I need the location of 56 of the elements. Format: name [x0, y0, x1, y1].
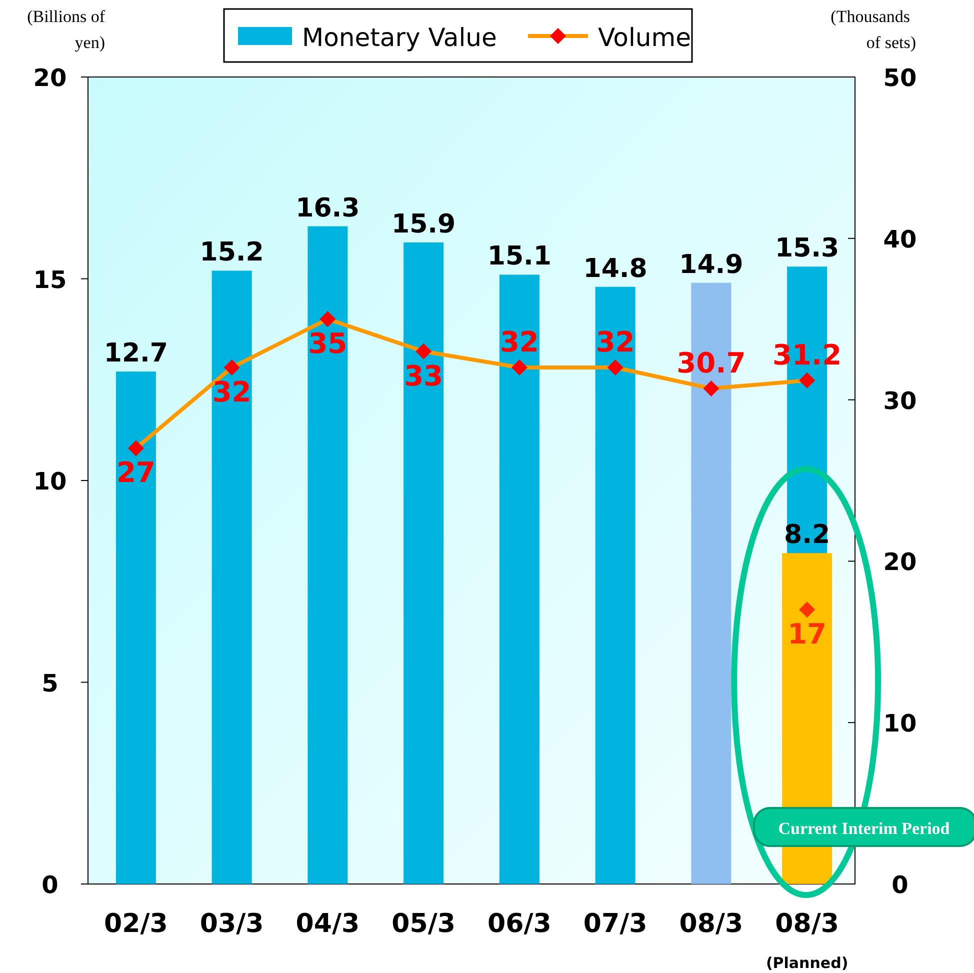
- y-tick-label: 0: [42, 871, 58, 899]
- bar: [308, 226, 348, 884]
- y2-tick-label: 10: [883, 710, 917, 738]
- y2-tick-label: 40: [883, 225, 917, 254]
- y-tick-label: 5: [42, 669, 58, 698]
- point: [511, 360, 528, 376]
- y2-tick-label: 0: [892, 871, 908, 899]
- bar: [212, 270, 252, 884]
- x-tick-label: 08/3: [679, 909, 744, 939]
- x-tick-label: 02/3: [104, 909, 168, 939]
- data-label: 17: [788, 618, 827, 651]
- bar: [499, 274, 540, 884]
- data-label: 30.7: [676, 346, 746, 380]
- text: (Planned): [766, 954, 848, 972]
- annotation: Current Interim Period: [778, 819, 950, 838]
- point: [799, 372, 816, 388]
- data-label: 15.1: [487, 242, 552, 272]
- data-label: 15.9: [391, 209, 456, 240]
- y2-axis-title: (Thousands of sets): [830, 7, 916, 52]
- x-tick-label: 06/3: [488, 909, 552, 939]
- data-label: 32: [500, 326, 539, 359]
- legend-label: Monetary Value: [302, 23, 497, 52]
- data-label: 15.2: [200, 238, 264, 268]
- legend-label: Volume: [598, 23, 691, 52]
- y-axis-title: (Billions of yen): [27, 7, 106, 52]
- point: [607, 360, 624, 376]
- data-label: 27: [116, 456, 156, 490]
- data-label: 14.9: [679, 250, 744, 280]
- point: [416, 343, 432, 360]
- data-label: 32: [596, 326, 635, 359]
- data-label: 16.3: [296, 193, 360, 224]
- data-label: 33: [404, 359, 444, 392]
- point: [224, 360, 240, 376]
- y2-tick-label: 30: [883, 386, 917, 415]
- point: [799, 602, 816, 618]
- x-tick-label: 04/3: [296, 909, 360, 939]
- x-tick-label: 03/3: [200, 909, 264, 939]
- x-tick-label: 08/3: [775, 909, 839, 939]
- bar: [116, 372, 156, 884]
- y2-tick-label: 50: [883, 64, 917, 92]
- y-tick-label: 20: [33, 64, 67, 92]
- x-tick-label: 07/3: [583, 909, 648, 939]
- data-label: 15.3: [774, 234, 840, 264]
- data-label: 32: [212, 376, 252, 409]
- point: [703, 380, 720, 396]
- x-tick-label: 05/3: [392, 909, 456, 939]
- point: [128, 440, 144, 456]
- point: [320, 311, 336, 328]
- data-label: 35: [308, 327, 348, 360]
- bar: [595, 286, 636, 884]
- bar: [404, 242, 444, 884]
- y-tick-label: 10: [33, 468, 67, 496]
- y2-tick-label: 20: [883, 548, 917, 576]
- y-tick-label: 15: [33, 266, 67, 294]
- data-label: 14.8: [583, 254, 648, 284]
- data-label: 12.7: [104, 338, 168, 369]
